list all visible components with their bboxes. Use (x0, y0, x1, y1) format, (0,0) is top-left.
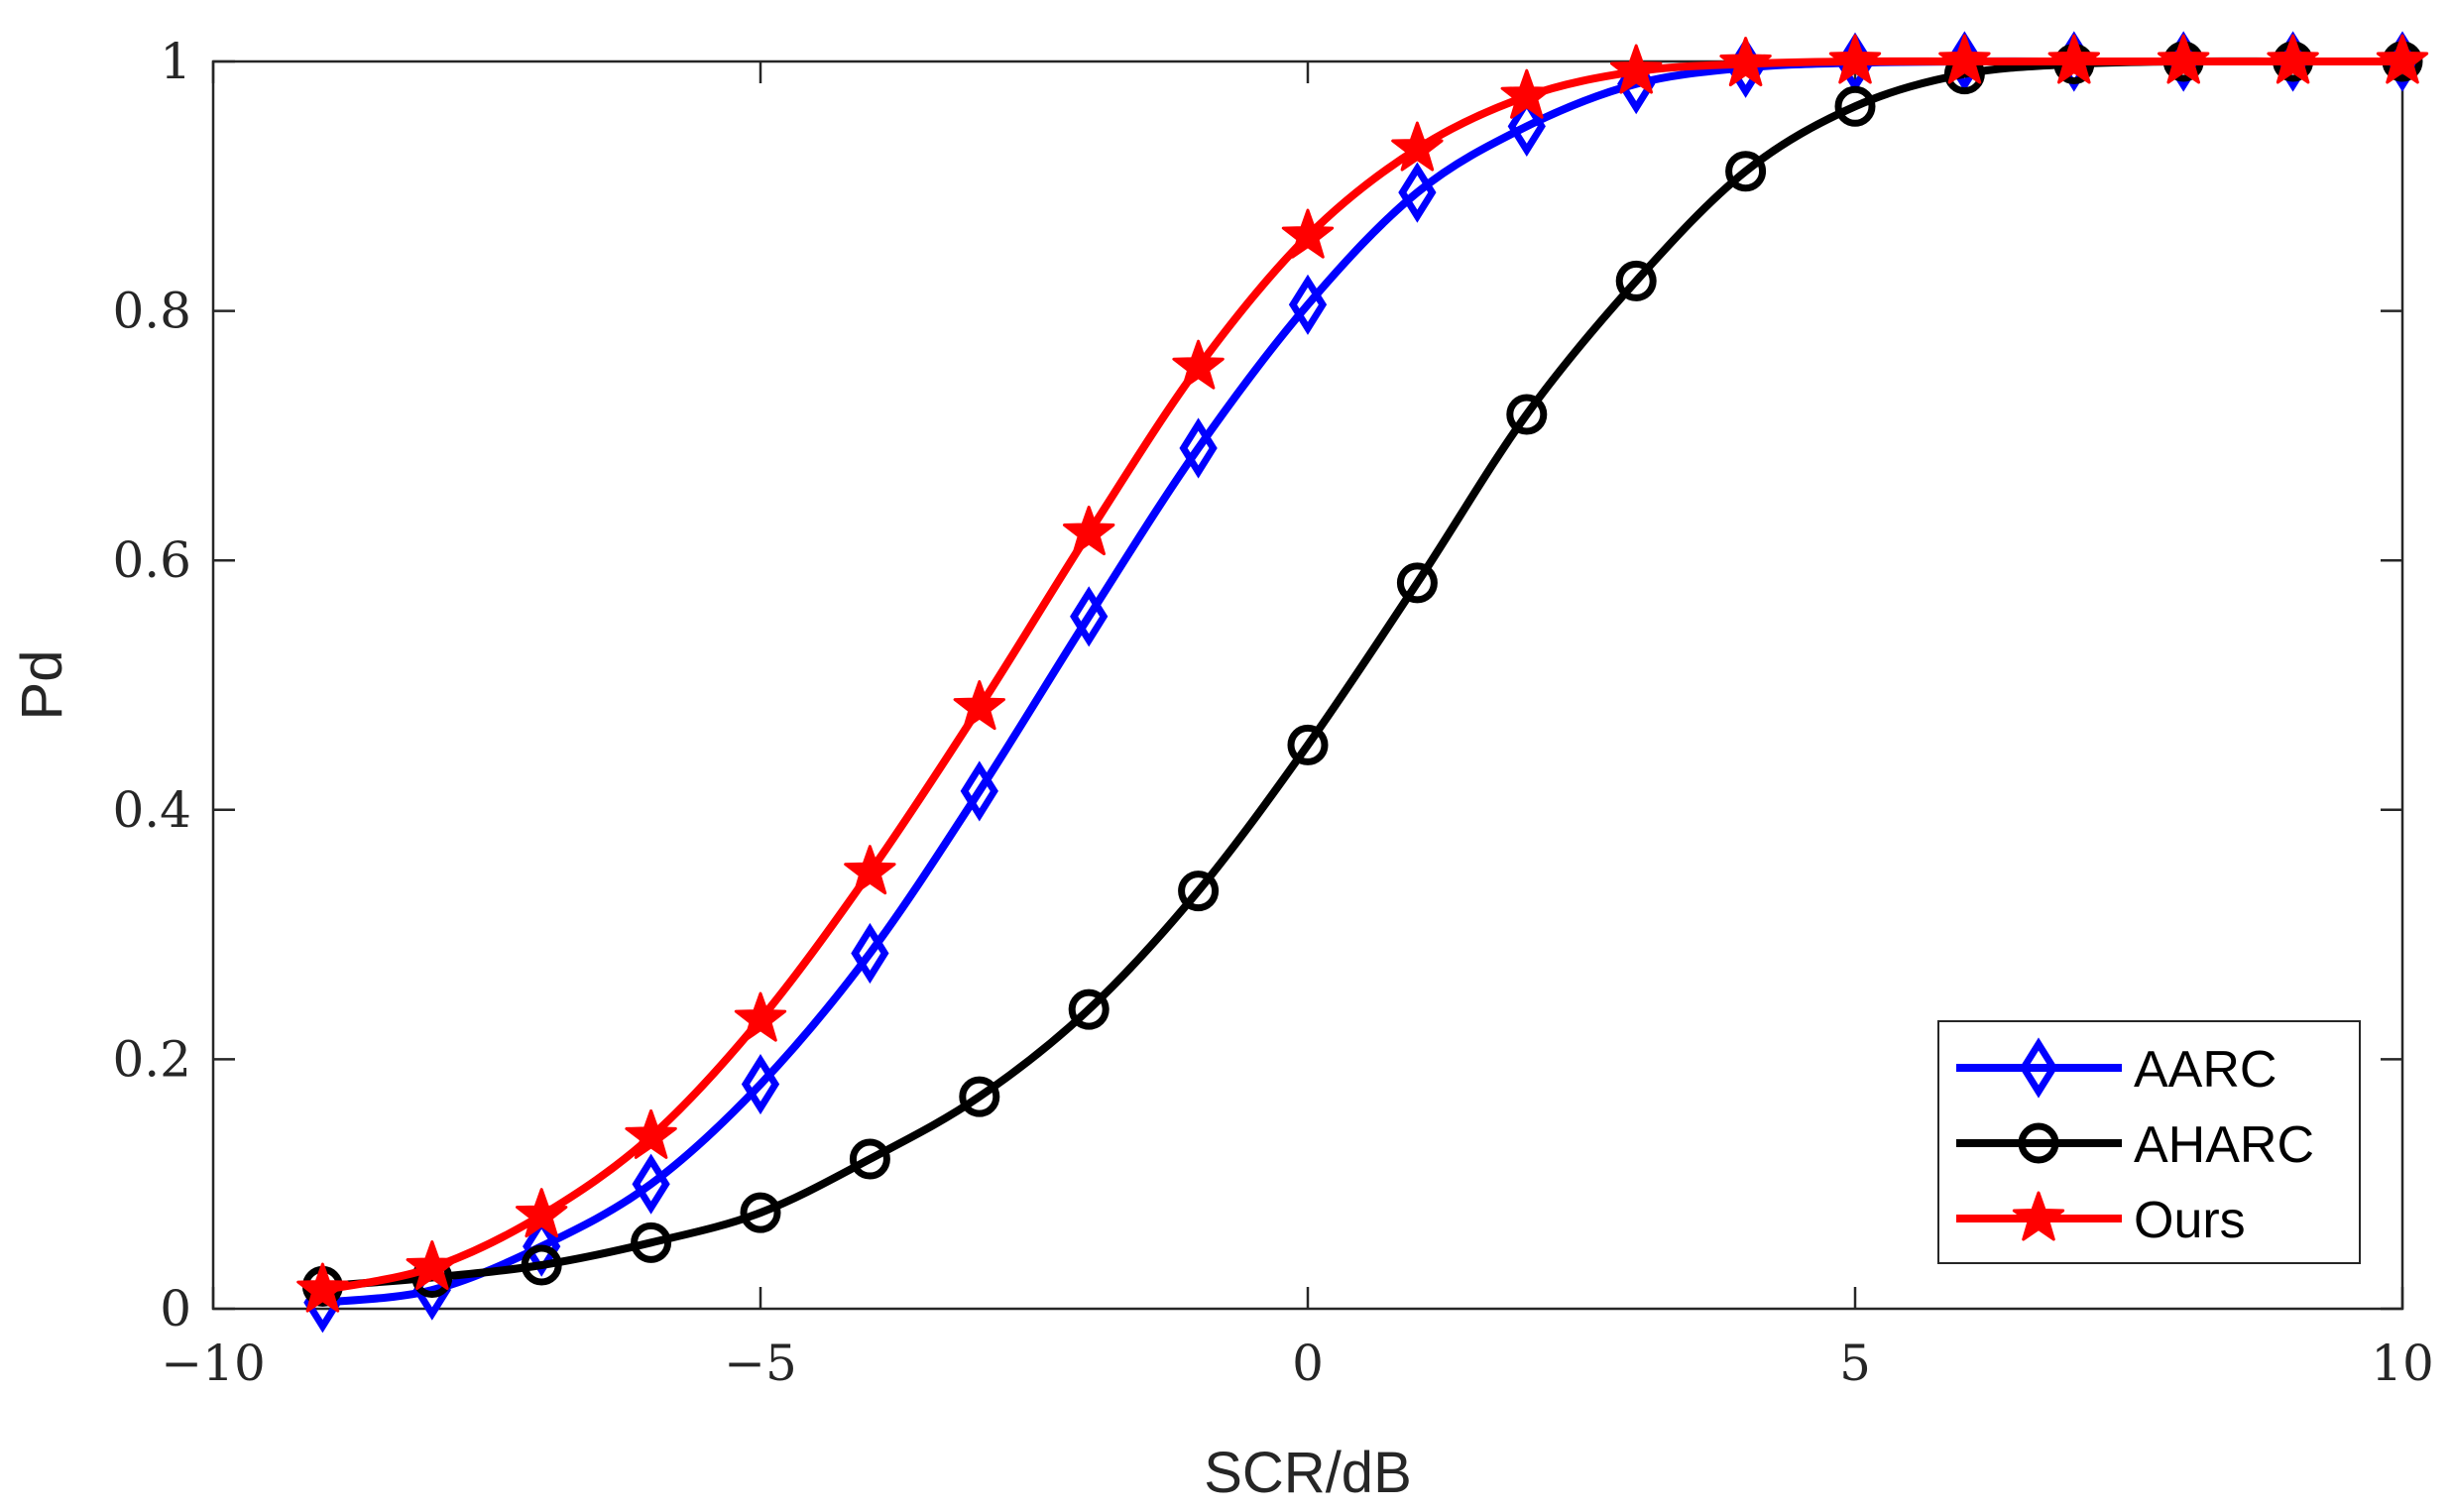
data-point (1070, 586, 1109, 647)
y-tick-label: 1 (160, 33, 191, 90)
data-point (523, 1216, 561, 1277)
data-point (741, 1053, 780, 1115)
legend-item-aharc: AHARC (1956, 1116, 2314, 1174)
data-point (1398, 162, 1437, 223)
y-tick-label: 0.4 (112, 781, 191, 839)
y-tick-label: 0.2 (112, 1030, 191, 1088)
series-line (318, 57, 2406, 1295)
legend-label: AARC (2134, 1041, 2277, 1099)
data-point (959, 1076, 1000, 1117)
x-tick-label: −5 (724, 1335, 797, 1392)
data-point (2267, 34, 2319, 84)
data-point (734, 991, 787, 1042)
legend-label: AHARC (2134, 1116, 2314, 1174)
data-point (1178, 871, 1220, 912)
data-point (1500, 68, 1553, 119)
data-point (1287, 724, 1329, 765)
data-point (406, 1240, 458, 1290)
y-axis-title: Pd (10, 650, 74, 721)
data-point (631, 1221, 672, 1263)
data-point (1938, 34, 1991, 84)
data-point (1725, 151, 1767, 192)
legend: AARC AHARC Ours (1937, 1020, 2361, 1264)
data-point (1063, 506, 1115, 556)
legend-label: Ours (2134, 1192, 2246, 1249)
data-point (1068, 989, 1109, 1030)
data-point (740, 1192, 781, 1233)
y-tick-label: 0.6 (112, 531, 191, 589)
legend-item-aarc: AARC (1956, 1037, 2277, 1099)
data-point (521, 1244, 562, 1286)
data-point (1828, 34, 1882, 84)
data-point (1396, 562, 1438, 604)
data-point (625, 1108, 677, 1159)
x-tick-label: −10 (161, 1335, 266, 1392)
series-line (318, 57, 2406, 1291)
data-point (1834, 85, 1876, 127)
data-point (1610, 44, 1663, 94)
series-layer (296, 31, 2429, 1334)
data-point (851, 922, 889, 985)
data-point (1281, 208, 1335, 259)
data-point (1288, 274, 1328, 335)
x-tick-label: 5 (1839, 1335, 1871, 1392)
y-tick-label: 0 (160, 1280, 191, 1338)
data-point (953, 680, 1005, 731)
data-point (2047, 34, 2100, 84)
x-tick-label: 0 (1292, 1335, 1324, 1392)
legend-item-ours: Ours (1956, 1191, 2246, 1249)
x-axis-title: SCR/dB (1204, 1441, 1412, 1505)
data-point (516, 1188, 568, 1238)
legend-marker (2012, 1191, 2065, 1241)
data-point (296, 1262, 349, 1313)
data-point (2158, 34, 2210, 84)
data-point (1506, 394, 1548, 435)
series-ours (296, 34, 2429, 1313)
data-point (844, 845, 896, 895)
legend-marker (2019, 1037, 2058, 1099)
legend-marker (2018, 1122, 2059, 1164)
data-point (1507, 95, 1546, 158)
data-point (1391, 121, 1444, 172)
data-point (632, 1153, 670, 1215)
y-tick-label: 0.8 (112, 283, 191, 340)
data-point (1615, 260, 1657, 301)
x-tick-label: 10 (2371, 1335, 2434, 1392)
data-point (1179, 417, 1218, 479)
data-point (1719, 37, 1772, 87)
data-point (1172, 339, 1225, 390)
data-point (849, 1138, 890, 1180)
tick-labels: −10 −5 0 5 10 0 0.2 0.4 0.6 0.8 1 (112, 33, 2433, 1392)
data-point (2376, 34, 2429, 84)
data-point (960, 760, 998, 822)
